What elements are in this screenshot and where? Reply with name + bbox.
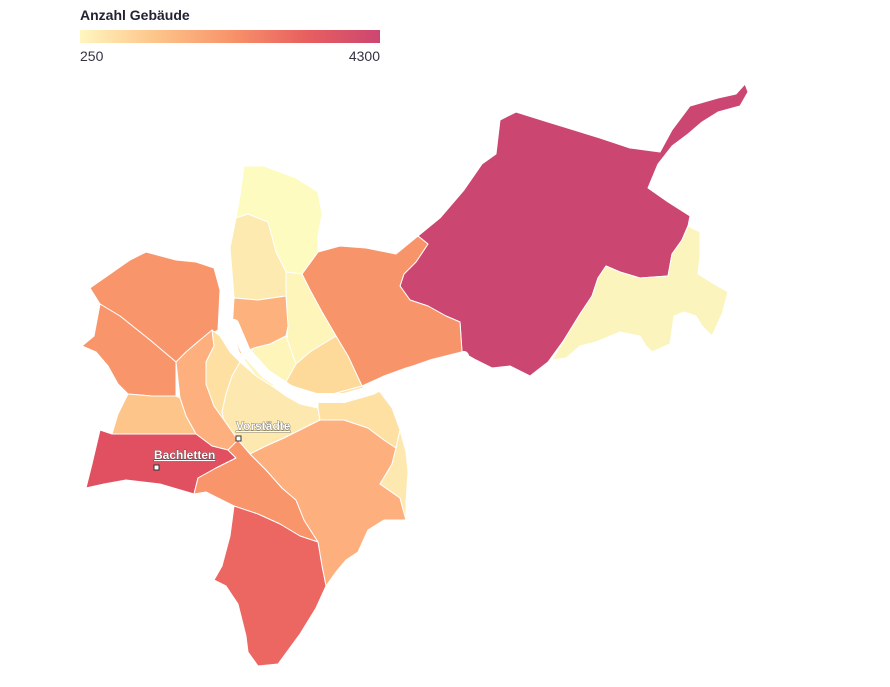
legend-color-scale: [80, 30, 380, 43]
label-bachletten[interactable]: Bachletten: [153, 448, 216, 471]
legend: Anzahl Gebäude 250 4300: [80, 6, 380, 66]
district-breite[interactable]: [379, 429, 409, 521]
legend-min-label: 250: [80, 48, 104, 64]
label-bachletten-marker: [153, 464, 160, 471]
label-vorstaedte[interactable]: Vorstädte: [235, 419, 291, 442]
legend-title: Anzahl Gebäude: [80, 7, 190, 23]
district-east[interactable]: [551, 225, 729, 361]
legend-ticks: 250 4300: [80, 48, 380, 66]
label-vorstaedte-marker: [235, 435, 242, 442]
label-vorstaedte-text: Vorstädte: [236, 419, 291, 433]
district-bruderholz[interactable]: [213, 505, 327, 667]
river-rhine: [229, 319, 469, 403]
label-bachletten-text: Bachletten: [154, 448, 215, 462]
legend-max-label: 4300: [348, 48, 380, 64]
